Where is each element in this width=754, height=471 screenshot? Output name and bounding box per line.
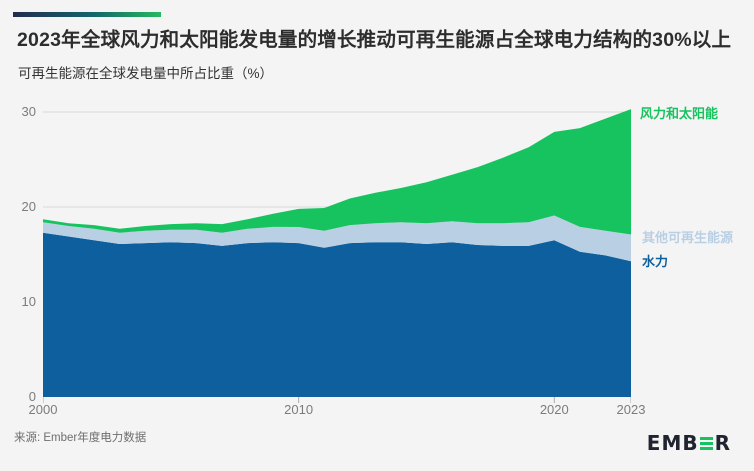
area-水力 [43, 232, 631, 397]
x-tick-label: 2000 [28, 402, 58, 417]
x-tick-label: 2023 [616, 402, 646, 417]
brand-gradient-bar [13, 12, 161, 17]
ember-logo: EMB R [646, 431, 731, 455]
logo-text-left: EMB [646, 431, 699, 455]
area-风力和太阳能 [43, 109, 631, 235]
logo-e-bars-icon [699, 436, 713, 451]
logo-text-right: R [714, 431, 731, 455]
source-note: 来源: Ember年度电力数据 [14, 432, 147, 444]
legend-wind-solar: 风力和太阳能 [640, 106, 719, 121]
stacked-area-chart [43, 109, 631, 403]
chart-title: 2023年全球风力和太阳能发电量的增长推动可再生能源占全球电力结构的30%以上 [17, 29, 732, 51]
y-tick-label: 10 [21, 294, 36, 309]
x-tick-label: 2010 [284, 402, 314, 417]
y-tick-label: 30 [21, 104, 36, 119]
chart-subtitle: 可再生能源在全球发电量中所占比重（%） [18, 66, 274, 81]
area-其他可再生能源 [43, 215, 631, 262]
legend-hydro: 水力 [642, 254, 669, 269]
y-tick-label: 0 [28, 389, 36, 404]
y-tick-label: 20 [21, 199, 36, 214]
x-tick-label: 2020 [539, 402, 569, 417]
legend-other-renewables: 其他可再生能源 [642, 230, 734, 245]
